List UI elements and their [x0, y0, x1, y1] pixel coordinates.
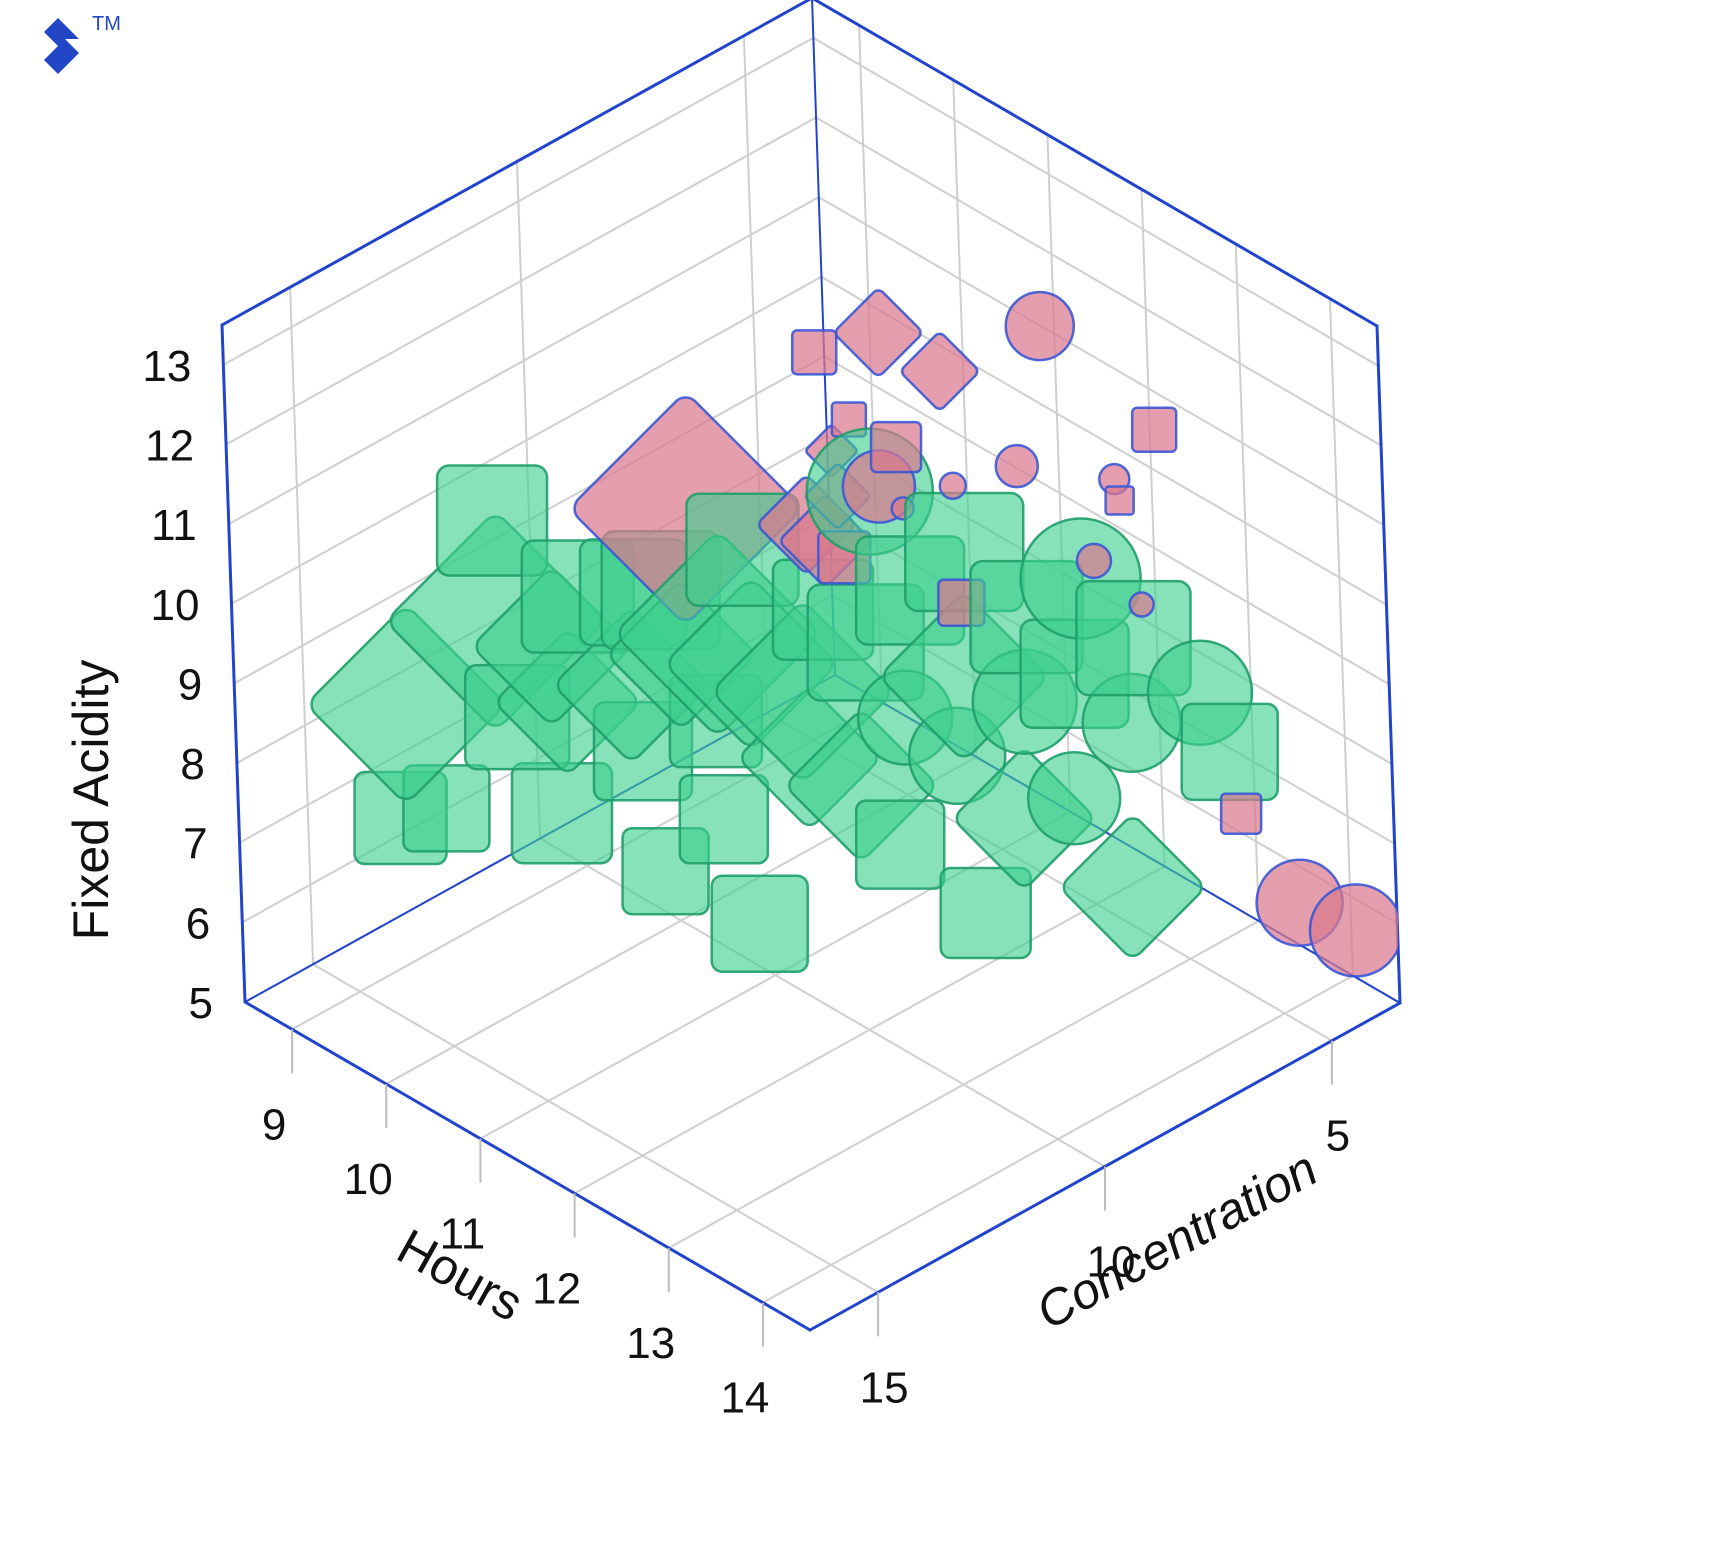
- data-point-marker[interactable]: [678, 774, 770, 865]
- data-point-marker[interactable]: [435, 464, 549, 577]
- axis-tick-label: 14: [720, 1374, 769, 1423]
- data-point-marker[interactable]: [1026, 751, 1122, 846]
- axis-ticks: [291, 1029, 1333, 1347]
- axis-tick-label: 11: [440, 1210, 486, 1259]
- axis-tick-label: 7: [183, 820, 207, 869]
- data-point-marker[interactable]: [710, 874, 809, 973]
- data-point-marker[interactable]: [900, 331, 980, 411]
- axis-tick-label: 13: [142, 342, 191, 391]
- data-point-marker[interactable]: [1308, 883, 1402, 978]
- axis-tick-label: 9: [178, 660, 202, 709]
- axis-tick-label: 10: [1087, 1238, 1136, 1287]
- data-point-marker[interactable]: [854, 799, 946, 890]
- data-point-marker[interactable]: [791, 329, 838, 376]
- data-point-marker[interactable]: [833, 288, 923, 378]
- data-point-marker[interactable]: [869, 420, 923, 474]
- axis-tick-label: 12: [532, 1264, 581, 1313]
- data-point-marker[interactable]: [1104, 485, 1135, 516]
- axis-tick-label: 13: [626, 1319, 675, 1368]
- data-point-marker[interactable]: [1180, 702, 1279, 802]
- axis-tick-label: 5: [189, 979, 213, 1028]
- y-axis-title: Fixed Acidity: [63, 660, 119, 941]
- zingchart-logo[interactable]: TM: [22, 8, 152, 78]
- axis-tick-label: 6: [186, 899, 210, 948]
- data-point-marker[interactable]: [939, 866, 1032, 960]
- data-point-marker[interactable]: [1059, 814, 1206, 961]
- axis-tick-label: 12: [145, 421, 194, 470]
- data-point-marker[interactable]: [1128, 591, 1155, 618]
- axis-tick-label: 9: [262, 1100, 286, 1149]
- axis-tick-label: 5: [1326, 1112, 1350, 1161]
- axis-tick-labels: 13 12 11 10 9 8 7 6 5 9 10 11 12 13 14 15 10 5: [142, 342, 1350, 1423]
- zingchart-z-logo-icon: [44, 18, 79, 74]
- data-point-marker[interactable]: [938, 471, 968, 500]
- axis-tick-label: 15: [860, 1363, 909, 1412]
- axis-tick-label: 8: [180, 740, 204, 789]
- trademark-mark: TM: [92, 13, 121, 35]
- data-point-marker[interactable]: [1219, 792, 1263, 836]
- z-axis-title: Concentration: [1027, 1140, 1326, 1340]
- data-markers[interactable]: [306, 288, 1402, 978]
- axis-tick-label: 10: [344, 1155, 393, 1204]
- axis-tick-label: 11: [151, 501, 197, 550]
- data-point-marker[interactable]: [1075, 542, 1113, 580]
- data-point-marker[interactable]: [994, 443, 1040, 489]
- data-point-marker[interactable]: [1130, 406, 1178, 453]
- axis-tick-label: 10: [151, 581, 200, 630]
- data-point-marker[interactable]: [1004, 290, 1076, 362]
